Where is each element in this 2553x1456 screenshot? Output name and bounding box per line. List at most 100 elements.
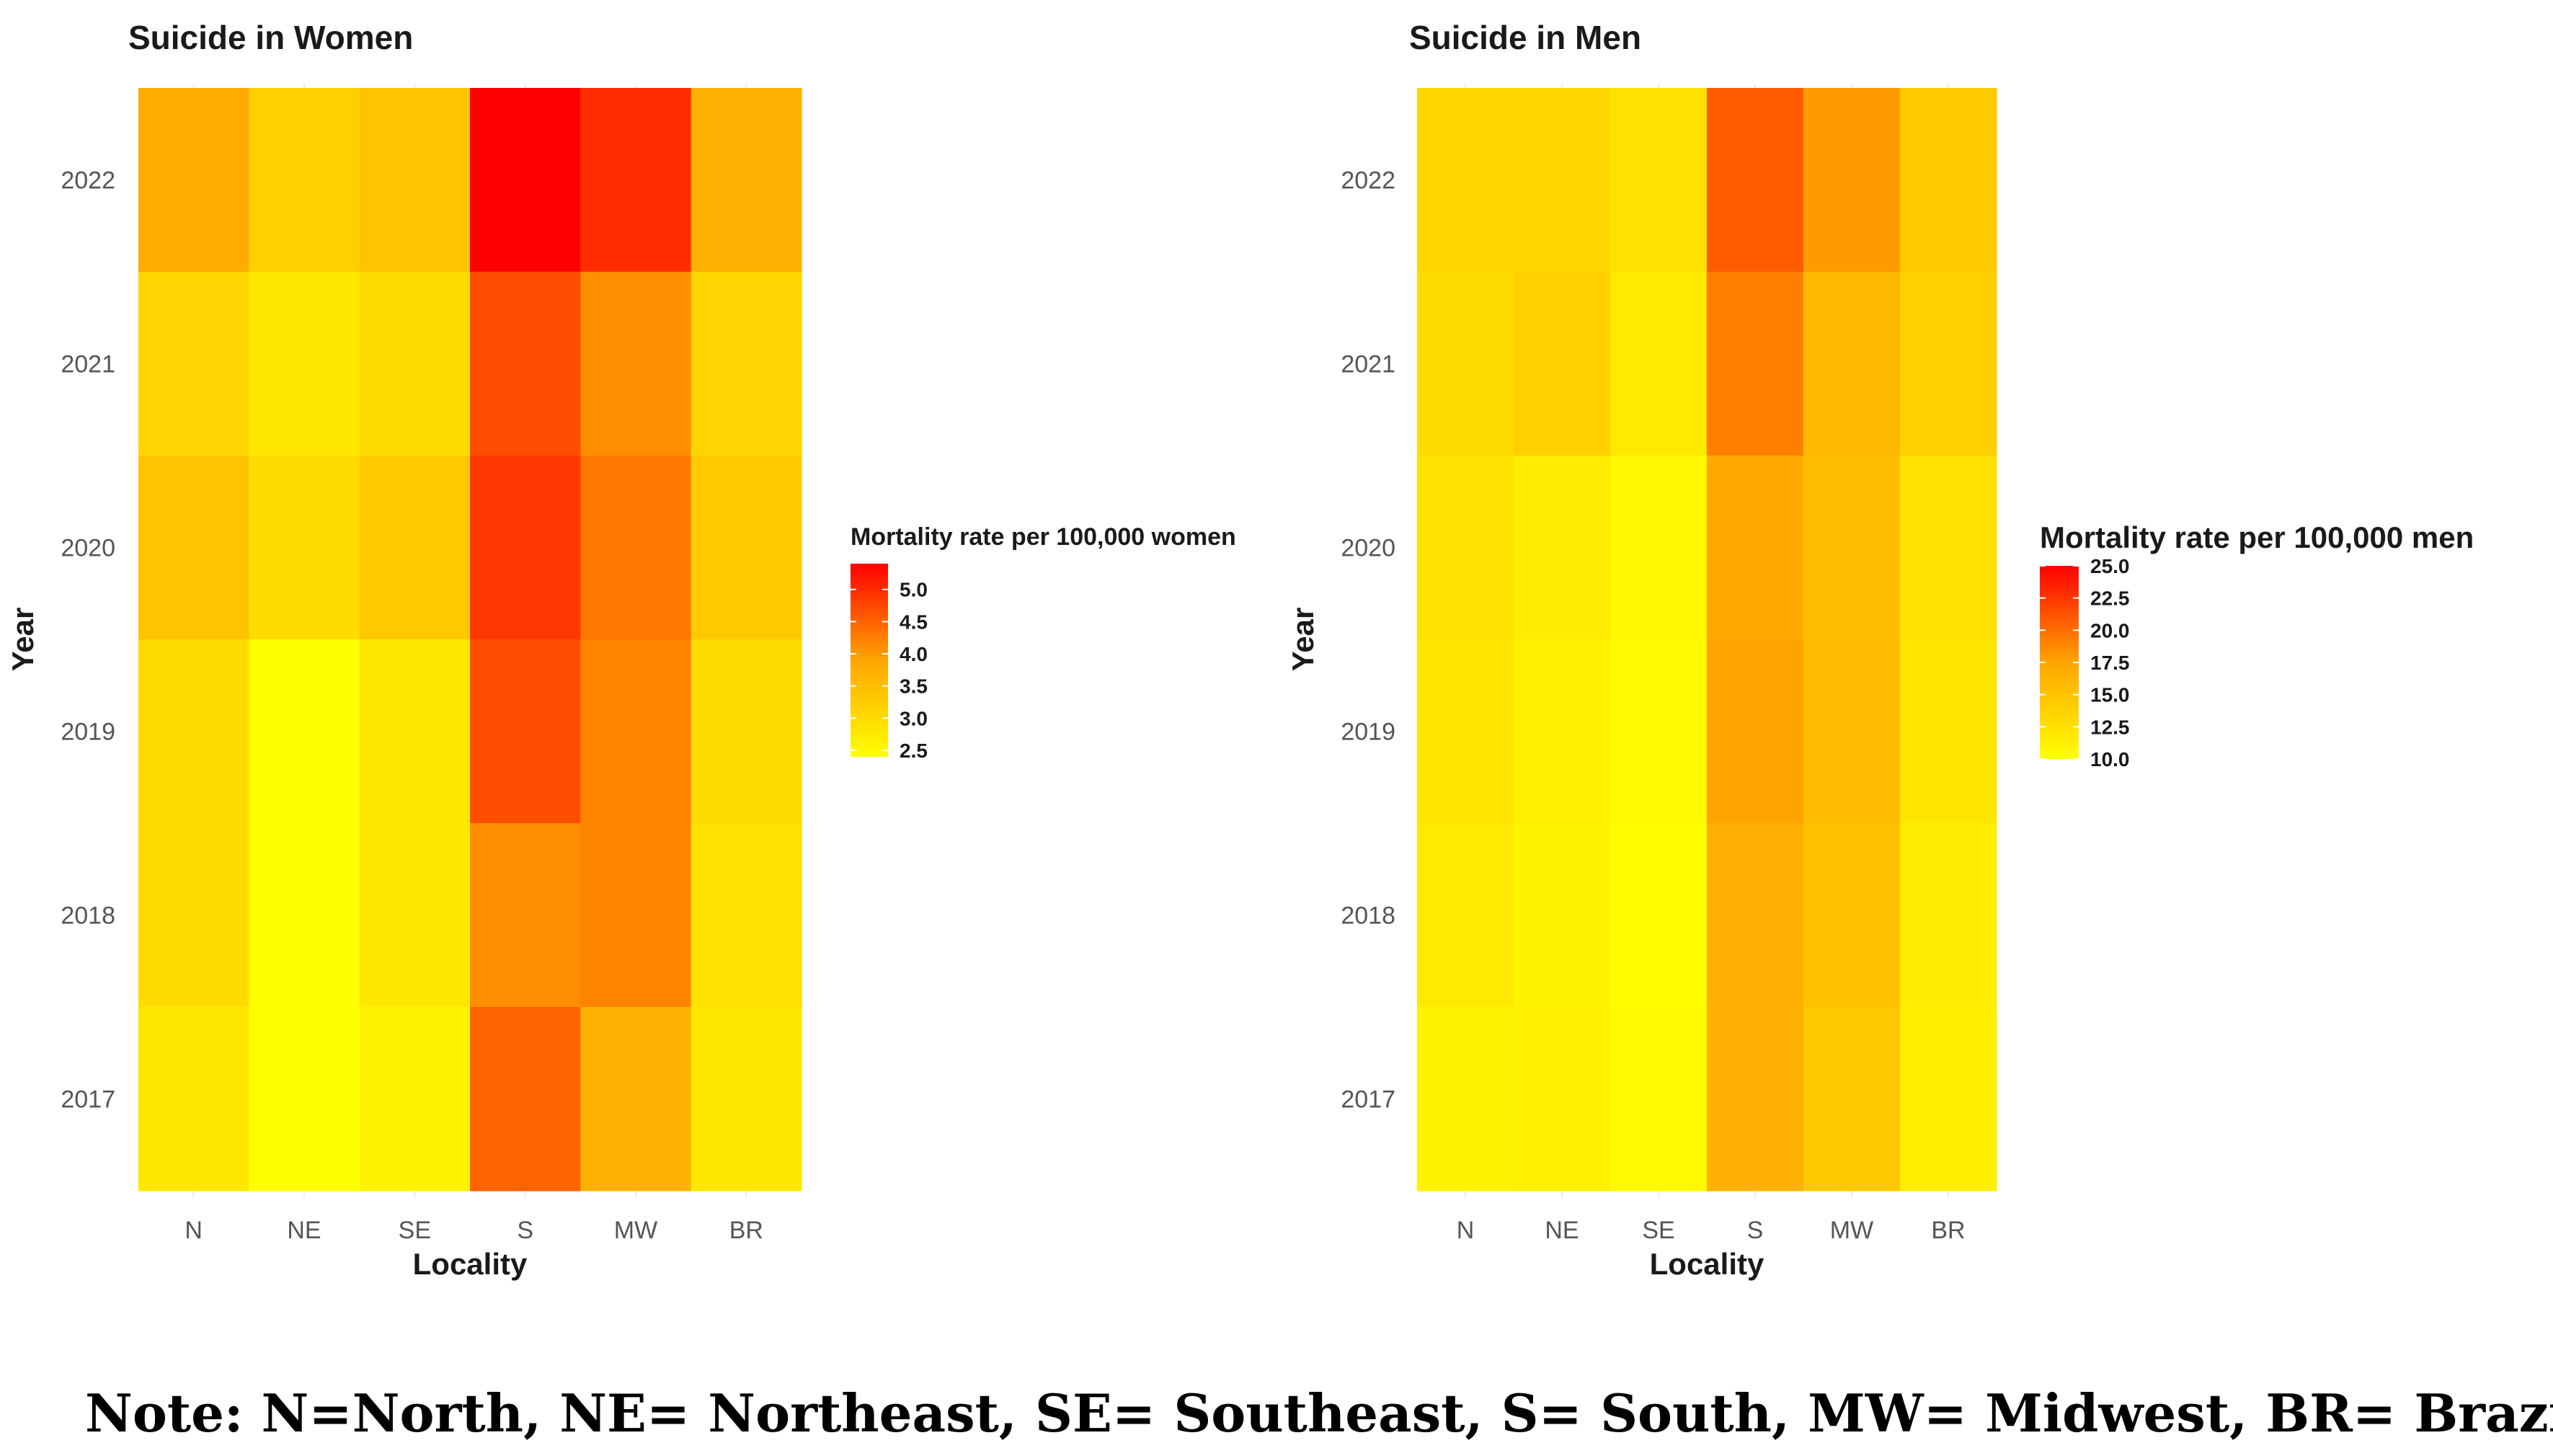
suicide-in-men-cell-2018-se (1610, 823, 1708, 1008)
suicide-in-men-cell-2022-ne (1514, 88, 1611, 272)
suicide-in-women-cell-2019-mw (580, 639, 692, 824)
suicide-in-men-cell-2019-mw (1803, 639, 1901, 824)
suicide-in-men-xtick-ne: NE (1545, 1217, 1579, 1244)
suicide-in-men-xtick-s: S (1747, 1217, 1764, 1244)
suicide-in-women-xtick-se: SE (399, 1217, 431, 1244)
suicide-in-women-cell-2019-s (470, 639, 581, 824)
suicide-in-men-ytick-2017: 2017 (1341, 1086, 1395, 1114)
suicide-in-men-cell-2021-se (1610, 272, 1708, 456)
suicide-in-women-cell-2018-se (359, 823, 471, 1008)
suicide-in-women-legend-label-4-5: 4.5 (900, 611, 928, 633)
suicide-in-men-ylabel: Year (1286, 608, 1320, 672)
suicide-in-men-cell-2018-mw (1803, 823, 1901, 1008)
suicide-in-men-cell-2019-br (1900, 639, 1997, 824)
suicide-in-men-cell-2017-ne (1514, 1007, 1611, 1191)
suicide-in-men-legend-label-10-0: 10.0 (2090, 748, 2130, 771)
suicide-in-women-cell-2018-ne (249, 823, 360, 1008)
suicide-in-men-cell-2018-br (1900, 823, 1997, 1008)
suicide-in-women-ytick-2018: 2018 (61, 902, 115, 930)
suicide-in-women-xtick-n: N (185, 1217, 203, 1244)
suicide-in-men-cell-2021-br (1900, 272, 1997, 456)
suicide-in-men-cell-2021-mw (1803, 272, 1901, 456)
suicide-in-women-ytick-2022: 2022 (61, 167, 115, 195)
suicide-in-men-cell-2018-s (1707, 823, 1804, 1008)
suicide-in-women-legend-colorbar (851, 564, 888, 757)
suicide-in-men-cell-2019-se (1610, 639, 1708, 824)
suicide-in-women-legend-label-5-0: 5.0 (900, 579, 928, 601)
suicide-in-women-ytick-2020: 2020 (61, 535, 115, 562)
suicide-in-men-cell-2021-s (1707, 272, 1804, 456)
suicide-in-women-cell-2018-br (691, 823, 802, 1008)
suicide-in-women-xtick-ne: NE (287, 1217, 321, 1244)
suicide-in-men-legend-label-22-5: 22.5 (2090, 587, 2130, 610)
suicide-in-women-cell-2019-br (691, 639, 802, 824)
suicide-in-men-ytick-2020: 2020 (1341, 535, 1395, 562)
suicide-in-men-legend-label-25-0: 25.0 (2090, 555, 2130, 577)
suicide-in-men-cell-2020-br (1900, 456, 1997, 640)
suicide-in-men-cell-2019-ne (1514, 639, 1611, 824)
suicide-in-men-legend-label-12-5: 12.5 (2090, 716, 2130, 738)
suicide-in-men-xlabel: Locality (1650, 1247, 1764, 1281)
suicide-in-women-cell-2021-br (691, 272, 802, 456)
suicide-in-women-cell-2019-se (359, 639, 471, 824)
suicide-in-men-legend-label-17-5: 17.5 (2090, 652, 2130, 674)
suicide-in-men-legend-label-15-0: 15.0 (2090, 684, 2130, 706)
suicide-in-women-cell-2021-se (359, 272, 471, 456)
figure-note: Note: N=North, NE= Northeast, SE= Southe… (85, 1382, 2553, 1444)
suicide-in-women-ylabel: Year (6, 608, 40, 672)
suicide-in-men-cell-2018-ne (1514, 823, 1611, 1008)
suicide-in-women-cell-2021-n (138, 272, 249, 456)
suicide-in-men-title: Suicide in Men (1409, 19, 1641, 56)
suicide-in-women-cell-2020-mw (580, 456, 692, 640)
suicide-in-women-legend-label-3-5: 3.5 (900, 675, 928, 698)
suicide-in-men-cell-2018-n (1417, 823, 1514, 1008)
suicide-in-women-cell-2022-mw (580, 88, 692, 272)
suicide-in-men-cell-2017-se (1610, 1007, 1708, 1191)
suicide-in-men-cell-2020-mw (1803, 456, 1901, 640)
suicide-in-men-cell-2020-s (1707, 456, 1804, 640)
suicide-in-women-xtick-s: S (517, 1217, 533, 1244)
suicide-in-men-legend-label-20-0: 20.0 (2090, 619, 2130, 642)
suicide-in-men-ytick-2022: 2022 (1341, 167, 1395, 195)
suicide-in-men-xtick-br: BR (1931, 1217, 1965, 1244)
suicide-in-men-legend-colorbar (2040, 566, 2079, 759)
suicide-in-men-cell-2017-br (1900, 1007, 1997, 1191)
suicide-in-women-cell-2021-mw (580, 272, 692, 456)
suicide-in-men-ytick-2019: 2019 (1341, 719, 1395, 746)
suicide-in-women-ytick-2017: 2017 (61, 1086, 115, 1114)
suicide-in-women-ytick-2021: 2021 (61, 351, 115, 378)
suicide-in-men-xtick-n: N (1457, 1217, 1475, 1244)
suicide-in-men-cell-2021-ne (1514, 272, 1611, 456)
suicide-in-women-xtick-mw: MW (614, 1217, 657, 1244)
suicide-in-women-cell-2020-se (359, 456, 471, 640)
suicide-in-women-cell-2018-n (138, 823, 249, 1008)
suicide-in-women-cell-2022-se (359, 88, 471, 272)
suicide-in-women-cell-2017-ne (249, 1007, 360, 1191)
suicide-in-women-xlabel: Locality (413, 1247, 528, 1281)
suicide-in-men-cell-2017-mw (1803, 1007, 1901, 1191)
suicide-in-women-cell-2019-n (138, 639, 249, 824)
suicide-in-women-cell-2022-n (138, 88, 249, 272)
suicide-in-men-cell-2022-mw (1803, 88, 1901, 272)
suicide-in-women-cell-2018-mw (580, 823, 692, 1008)
suicide-in-women-cell-2021-ne (249, 272, 360, 456)
suicide-in-women-cell-2022-s (470, 88, 581, 272)
suicide-in-men-cell-2020-ne (1514, 456, 1611, 640)
suicide-in-women-cell-2017-s (470, 1007, 581, 1191)
suicide-in-men-cell-2017-s (1707, 1007, 1804, 1191)
suicide-in-women-legend-label-2-5: 2.5 (900, 740, 928, 762)
suicide-in-men-cell-2019-s (1707, 639, 1804, 824)
suicide-in-women-cell-2018-s (470, 823, 581, 1008)
suicide-in-men-cell-2019-n (1417, 639, 1514, 824)
suicide-in-men-cell-2022-n (1417, 88, 1514, 272)
suicide-in-women-cell-2020-s (470, 456, 581, 640)
suicide-in-men-cell-2022-br (1900, 88, 1997, 272)
suicide-in-women-cell-2020-ne (249, 456, 360, 640)
suicide-in-women-cell-2021-s (470, 272, 581, 456)
suicide-in-women-cell-2020-br (691, 456, 802, 640)
suicide-in-women-cell-2017-se (359, 1007, 471, 1191)
suicide-in-men-cell-2022-s (1707, 88, 1804, 272)
suicide-in-women-cell-2019-ne (249, 639, 360, 824)
suicide-in-women-legend-title: Mortality rate per 100,000 women (851, 523, 1236, 551)
